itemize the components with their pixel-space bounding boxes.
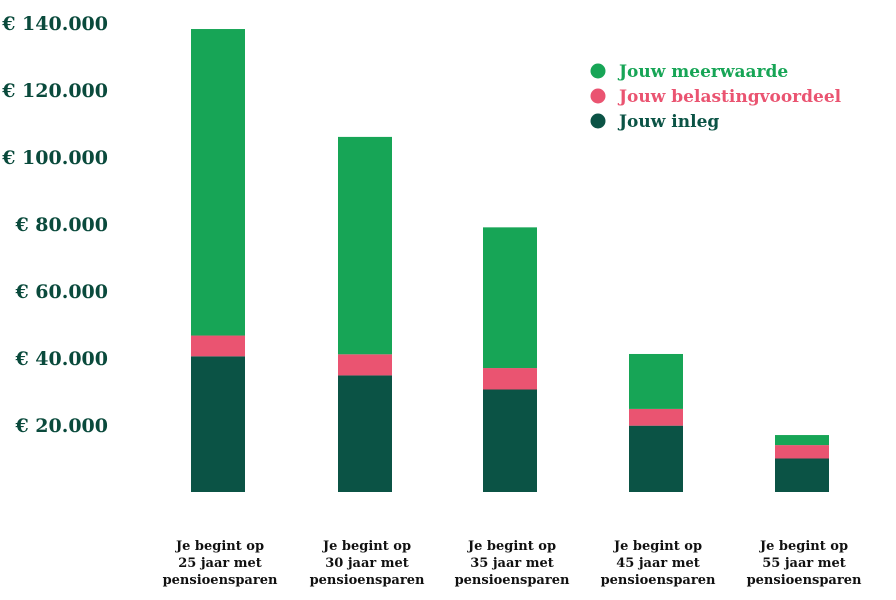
x-category-label: pensioensparen [601,573,716,588]
bar-segment-jouw-inleg [338,375,392,492]
x-category-label: pensioensparen [747,573,862,588]
legend-marker [590,63,606,79]
x-category-label: pensioensparen [163,573,278,588]
legend-marker [590,113,606,129]
x-category-label: 35 jaar met [470,556,554,571]
legend-label: Jouw meerwaarde [617,62,788,82]
bar-segment-jouw-inleg [191,356,245,492]
bars [191,29,829,492]
bar-segment-jouw-inleg [483,389,537,492]
bar-segment-jouw-meerwaarde [483,227,537,369]
bar-segment-jouw-inleg [629,425,683,492]
bar-segment-jouw-belastingvoordeel [338,354,392,376]
x-category-label: Je begint op [467,539,556,554]
x-category-label: 30 jaar met [325,556,409,571]
legend-marker [590,88,606,104]
bar-segment-jouw-belastingvoordeel [629,408,683,426]
y-tick-label: € 60.000 [14,281,108,303]
bar-segment-jouw-belastingvoordeel [483,368,537,390]
x-category-label: pensioensparen [455,573,570,588]
y-tick-label: € 40.000 [14,348,108,370]
y-tick-label: € 80.000 [14,214,108,236]
y-tick-label: € 100.000 [1,147,108,169]
x-category-label: Je begint op [322,539,411,554]
bar-segment-jouw-belastingvoordeel [191,335,245,357]
x-category-label: 55 jaar met [762,556,846,571]
bar-segment-jouw-meerwaarde [338,136,392,355]
y-tick-label: € 20.000 [14,415,108,437]
legend: Jouw meerwaarde Jouw belastingvoordeel Jou… [590,62,842,132]
y-tick-label: € 140.000 [1,13,108,35]
bar-segment-jouw-meerwaarde [191,29,245,336]
y-tick-label: € 120.000 [1,80,108,102]
legend-label: Jouw inleg [617,112,719,132]
x-category-label: Je begint op [759,539,848,554]
x-category-label: 25 jaar met [178,556,262,571]
x-category-label: Je begint op [175,539,264,554]
y-axis: € 20.000 € 40.000 € 60.000 € 80.000 € 100.00… [1,13,108,437]
x-category-label: 45 jaar met [616,556,700,571]
x-category-label: pensioensparen [310,573,425,588]
bar-segment-jouw-meerwaarde [629,353,683,409]
bar-segment-jouw-inleg [775,458,829,492]
legend-label: Jouw belastingvoordeel [617,87,842,107]
x-axis: Je begint op 25 jaar met pensioensparen Je … [163,539,862,588]
bar-segment-jouw-meerwaarde [775,435,829,446]
x-category-label: Je begint op [613,539,702,554]
bar-segment-jouw-belastingvoordeel [775,445,829,459]
